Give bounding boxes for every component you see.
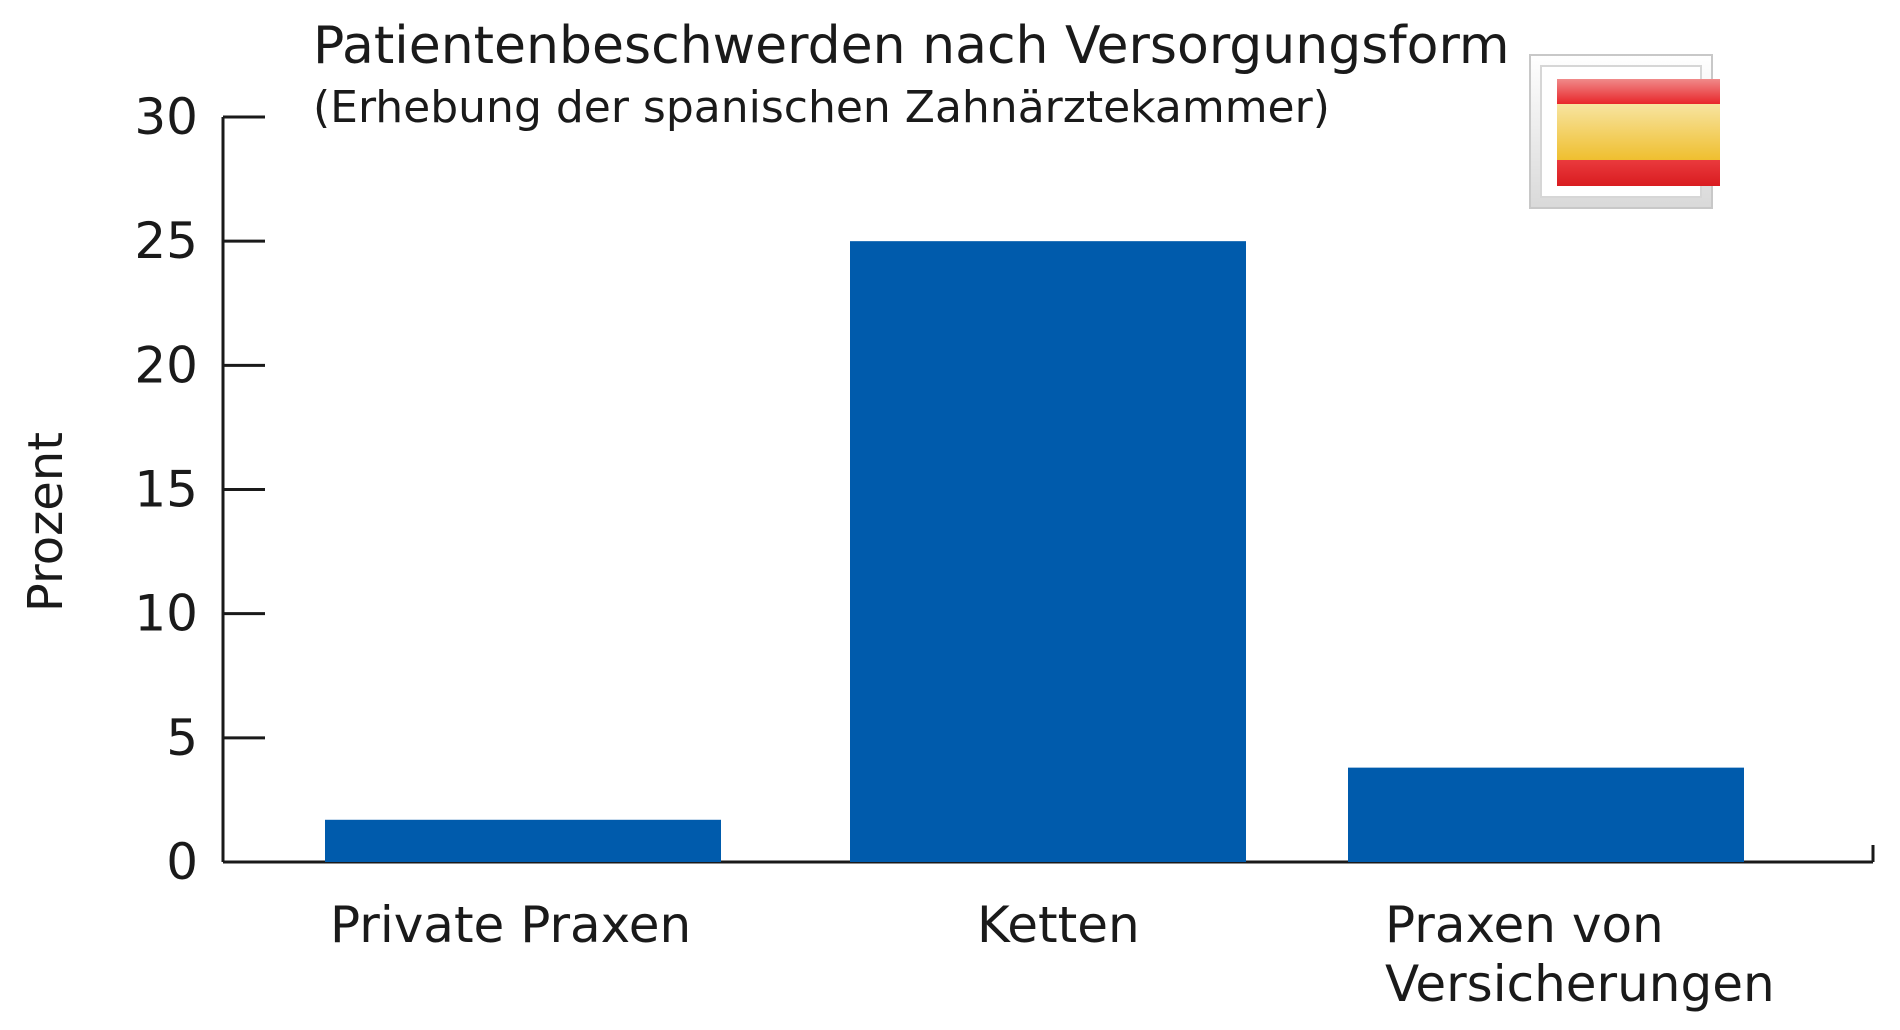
- x-tick-label-line: Ketten: [977, 896, 1140, 954]
- bar: [1348, 767, 1744, 862]
- y-axis-label: Prozent: [18, 432, 74, 612]
- x-tick-label-line: Private Praxen: [330, 896, 691, 954]
- y-tick-label: 30: [134, 88, 198, 146]
- bar: [325, 819, 721, 862]
- y-tick-label: 15: [134, 461, 198, 519]
- chart-title: Patientenbeschwerden nach Versorgungsfor…: [313, 16, 1510, 76]
- bar: [850, 241, 1246, 862]
- y-tick-label: 10: [134, 585, 198, 643]
- y-tick-label: 20: [134, 336, 198, 394]
- x-tick-label: Private Praxen: [330, 896, 691, 954]
- chart-subtitle: (Erhebung der spanischen Zahnärztekammer…: [313, 82, 1330, 133]
- x-tick-label: Praxen von Versicherungen: [1385, 896, 1775, 1013]
- y-axis-ticks: 0 5 10 15 20 25 30: [134, 88, 265, 891]
- y-tick-label: 5: [166, 709, 198, 767]
- y-tick-label: 0: [166, 833, 198, 891]
- spain-flag-icon: [1529, 54, 1720, 209]
- x-tick-label-line: Praxen von: [1385, 896, 1664, 954]
- y-tick-label: 25: [134, 212, 198, 270]
- x-tick-label-line: Versicherungen: [1385, 955, 1775, 1013]
- bars-group: [325, 241, 1744, 862]
- x-tick-label: Ketten: [977, 896, 1140, 954]
- x-axis-labels: Private Praxen Ketten Praxen von Versicheru…: [330, 896, 1775, 1013]
